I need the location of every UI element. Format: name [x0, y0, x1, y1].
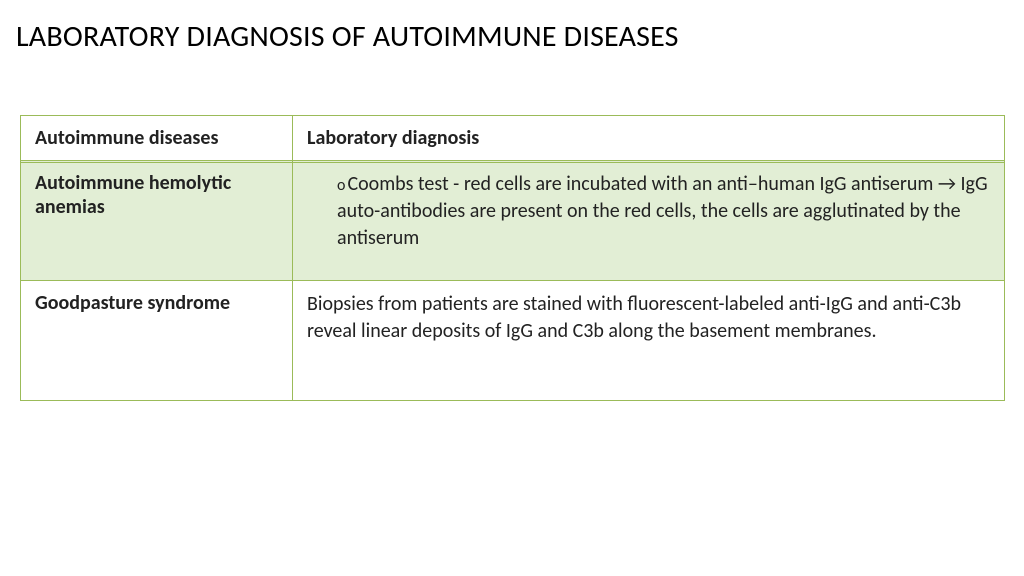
slide: LABORATORY DIAGNOSIS OF AUTOIMMUNE DISEA…: [0, 0, 1024, 576]
col-header-disease: Autoimmune diseases: [21, 116, 293, 161]
list-bullet-icon: o: [337, 176, 345, 195]
cell-disease: Goodpasture syndrome: [21, 281, 293, 401]
table-row: Autoimmune hemolytic anemias oCoombs tes…: [21, 161, 1005, 281]
page-title: LABORATORY DIAGNOSIS OF AUTOIMMUNE DISEA…: [16, 18, 1004, 55]
diagnosis-text: Coombs test - red cells are incubated wi…: [337, 172, 988, 250]
cell-diagnosis: oCoombs test - red cells are incubated w…: [293, 161, 1005, 281]
table-row: Goodpasture syndrome Biopsies from patie…: [21, 281, 1005, 401]
diagnosis-table: Autoimmune diseases Laboratory diagnosis…: [20, 115, 1005, 401]
table-header-row: Autoimmune diseases Laboratory diagnosis: [21, 116, 1005, 161]
col-header-diagnosis: Laboratory diagnosis: [293, 116, 1005, 161]
cell-disease: Autoimmune hemolytic anemias: [21, 161, 293, 281]
cell-diagnosis: Biopsies from patients are stained with …: [293, 281, 1005, 401]
diagnosis-text: Biopsies from patients are stained with …: [307, 292, 961, 343]
